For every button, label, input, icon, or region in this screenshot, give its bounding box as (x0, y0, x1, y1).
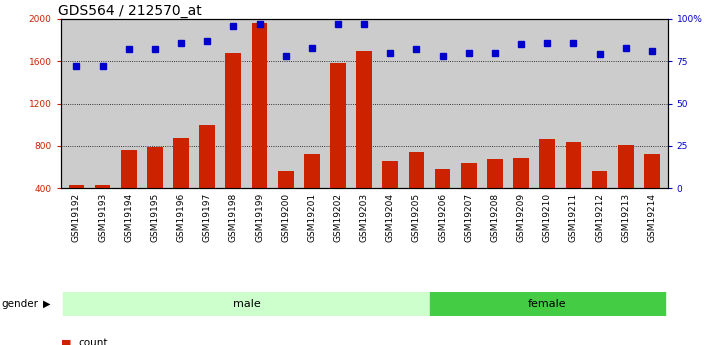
Bar (95, 185, 111, 188)
Bar (69, 185, 84, 188)
Text: ▶: ▶ (43, 299, 51, 308)
Text: female: female (528, 299, 567, 308)
Text: GSM19195: GSM19195 (151, 193, 159, 243)
Bar (304, 154, 320, 188)
Bar (618, 145, 633, 188)
Text: GSM19200: GSM19200 (281, 193, 290, 242)
Text: GSM19213: GSM19213 (621, 193, 630, 242)
Text: GSM19196: GSM19196 (176, 193, 186, 243)
Bar (199, 125, 215, 188)
Bar (278, 171, 293, 188)
Bar (513, 158, 529, 188)
Text: GSM19203: GSM19203 (360, 193, 368, 242)
Text: GSM19210: GSM19210 (543, 193, 552, 242)
Bar (592, 171, 608, 188)
Bar (539, 139, 555, 188)
Text: GSM19214: GSM19214 (648, 193, 656, 242)
Bar (430, 292, 665, 316)
Bar (408, 152, 424, 188)
Bar (565, 141, 581, 188)
Bar (226, 53, 241, 188)
Bar (383, 160, 398, 188)
Text: gender: gender (1, 299, 39, 308)
Bar (356, 51, 372, 188)
Text: GSM19201: GSM19201 (307, 193, 316, 242)
Text: GSM19192: GSM19192 (72, 193, 81, 242)
Text: GSM19198: GSM19198 (229, 193, 238, 243)
Text: GSM19211: GSM19211 (569, 193, 578, 242)
Text: GSM19193: GSM19193 (98, 193, 107, 243)
Text: GSM19209: GSM19209 (517, 193, 526, 242)
Text: GSM19197: GSM19197 (203, 193, 211, 243)
Bar (251, 23, 267, 188)
Text: GSM19194: GSM19194 (124, 193, 134, 242)
Bar (121, 150, 136, 188)
Bar (435, 169, 451, 188)
Text: GSM19206: GSM19206 (438, 193, 447, 242)
Text: ■: ■ (61, 338, 71, 345)
Text: GSM19199: GSM19199 (255, 193, 264, 243)
Text: GSM19204: GSM19204 (386, 193, 395, 242)
Bar (174, 138, 189, 188)
Text: GDS564 / 212570_at: GDS564 / 212570_at (58, 4, 201, 18)
Bar (64, 292, 430, 316)
Bar (330, 63, 346, 188)
Bar (147, 147, 163, 188)
Bar (461, 163, 477, 188)
Text: GSM19208: GSM19208 (491, 193, 499, 242)
Text: male: male (233, 299, 261, 308)
Text: count: count (79, 338, 108, 345)
Bar (487, 159, 503, 188)
Text: GSM19207: GSM19207 (464, 193, 473, 242)
Bar (644, 154, 660, 188)
Text: GSM19212: GSM19212 (595, 193, 604, 242)
Text: GSM19202: GSM19202 (333, 193, 343, 242)
Text: GSM19205: GSM19205 (412, 193, 421, 242)
